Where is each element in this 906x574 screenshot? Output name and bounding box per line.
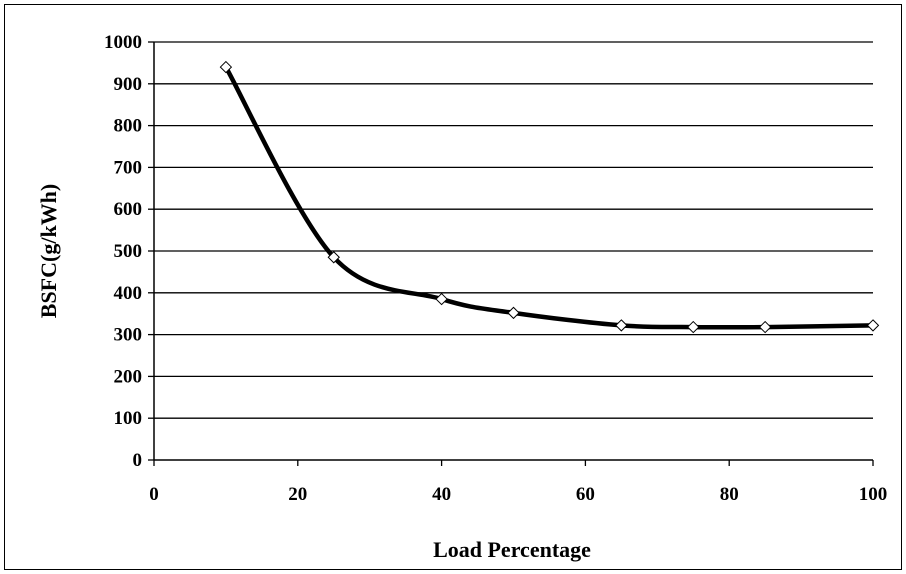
data-point-10	[219, 60, 233, 74]
y-tick-label-900: 900	[114, 74, 143, 95]
data-point-75	[687, 320, 700, 334]
grid-lines	[154, 41, 873, 419]
y-tick-label-1000: 1000	[104, 32, 142, 53]
x-tick-labels: 0 20 40 60 80 100	[149, 484, 887, 505]
plot-area	[219, 60, 880, 334]
y-tick-labels: 0 100 200 300 400 500 600 700 800 900 1000	[104, 32, 142, 471]
series-line-0	[223, 64, 876, 330]
data-point-50	[507, 306, 520, 320]
data-point-25	[327, 251, 340, 264]
x-tick-label-100: 100	[859, 484, 888, 505]
x-axis-title: Load Percentage	[433, 537, 591, 562]
x-tick-label-60: 60	[576, 484, 595, 505]
x-tick-label-40: 40	[432, 484, 451, 505]
y-tick-label-300: 300	[114, 325, 143, 346]
x-tick-label-20: 20	[288, 484, 307, 505]
data-point-65	[615, 319, 628, 332]
data-point-85	[758, 320, 772, 334]
data-point-40	[435, 292, 448, 306]
data-point-100	[866, 319, 880, 332]
y-tick-label-800: 800	[114, 116, 143, 137]
y-tick-label-200: 200	[114, 366, 143, 387]
y-tick-label-100: 100	[114, 408, 143, 429]
y-tick-label-700: 700	[114, 157, 143, 178]
x-tick-label-0: 0	[149, 484, 159, 505]
axes	[148, 41, 874, 466]
x-tick-label-80: 80	[720, 484, 739, 505]
y-tick-label-500: 500	[114, 241, 143, 262]
y-tick-label-600: 600	[114, 199, 143, 220]
y-tick-label-0: 0	[133, 450, 143, 471]
y-tick-label-400: 400	[114, 283, 143, 304]
y-axis-title: BSFC(g/kWh)	[36, 184, 61, 318]
